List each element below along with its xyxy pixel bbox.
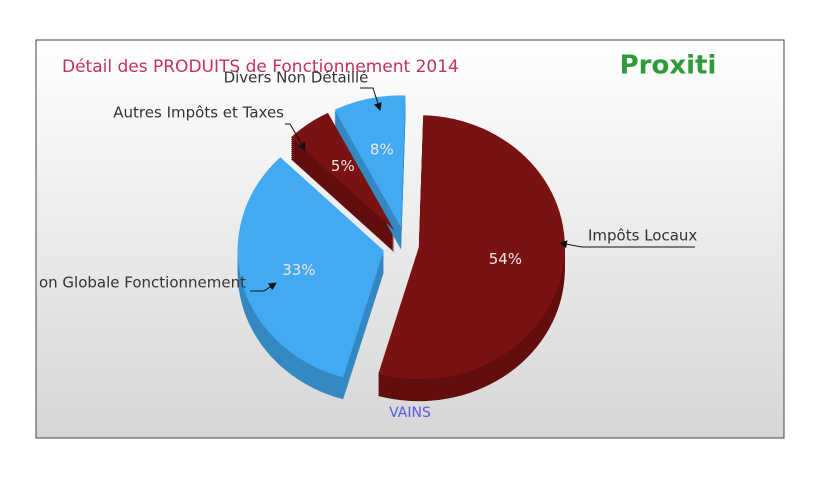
slice <box>334 95 406 228</box>
value-label: 54% <box>489 250 522 268</box>
chart-title: Détail des PRODUITS de Fonctionnement 20… <box>62 57 459 77</box>
category-label: Divers Non Détaillé <box>224 69 369 87</box>
leader-line <box>559 240 695 249</box>
value-label: 33% <box>282 261 315 279</box>
value-label: 8% <box>370 141 394 159</box>
category-label: Autres Impôts et Taxes <box>113 104 284 122</box>
chart-subtitle: VAINS <box>389 405 431 421</box>
value-label: 5% <box>331 157 355 175</box>
slice <box>291 112 395 231</box>
logo: Proxiti <box>620 51 717 81</box>
category-label: on Globale Fonctionnement <box>39 274 246 292</box>
leader-line <box>250 282 277 292</box>
category-label: Impôts Locaux <box>588 227 697 245</box>
slice <box>378 115 565 380</box>
slice <box>237 157 384 378</box>
leader-line <box>360 87 382 111</box>
leader-line <box>285 123 306 151</box>
